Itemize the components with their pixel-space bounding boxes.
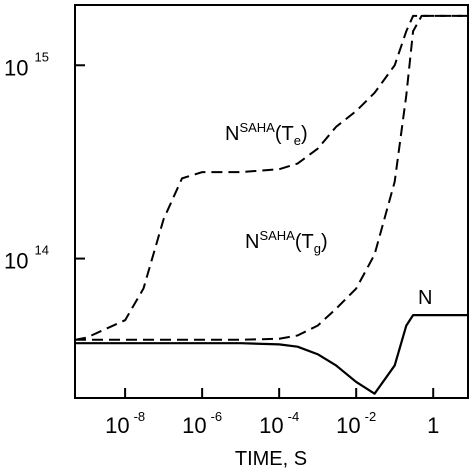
x-tick-exponent: -8 <box>134 409 146 424</box>
x-tick-exponent: -4 <box>288 409 300 424</box>
x-tick-label: 1 <box>427 413 439 438</box>
x-tick-base: 10 <box>259 413 283 438</box>
x-tick-base: 10 <box>105 413 129 438</box>
series-line <box>74 14 468 341</box>
series-line <box>75 14 468 341</box>
annotation-close: ) <box>321 231 328 253</box>
annotation-main: N <box>418 287 432 309</box>
x-tick-label: 10 -6 <box>182 409 222 438</box>
annotation-sup: SAHA <box>239 120 275 135</box>
y-tick-exponent: 15 <box>34 49 48 64</box>
x-tick-label: 10 -8 <box>105 409 145 438</box>
annotation-sub: g <box>314 241 321 256</box>
x-tick-exponent: -6 <box>211 409 223 424</box>
y-tick-base: 10 <box>4 55 28 80</box>
plot-frame <box>74 4 469 399</box>
x-tick-label: 10 -4 <box>259 409 299 438</box>
x-tick-base: 10 <box>182 413 206 438</box>
x-tick-label: 10 -2 <box>336 409 376 438</box>
annotation-close: ) <box>301 123 308 145</box>
annotation-open: (T <box>275 123 294 145</box>
x-tick-exponent: -2 <box>365 409 377 424</box>
annotation-main: N <box>245 231 259 253</box>
annotation-sub: e <box>294 133 301 148</box>
series-annotation: N <box>418 287 432 309</box>
x-axis-label: TIME, S <box>235 448 307 470</box>
y-tick-exponent: 14 <box>34 243 48 258</box>
series-annotation: NSAHA(Te) <box>225 120 308 148</box>
series-line <box>75 314 468 395</box>
x-tick-base: 10 <box>336 413 360 438</box>
y-tick-base: 10 <box>4 249 28 274</box>
y-tick-label: 10 15 <box>4 49 49 80</box>
series-annotation: NSAHA(Tg) <box>245 228 328 256</box>
annotation-main: N <box>225 123 239 145</box>
annotation-sup: SAHA <box>259 228 295 243</box>
y-tick-label: 10 14 <box>4 243 49 274</box>
annotation-open: (T <box>295 231 314 253</box>
